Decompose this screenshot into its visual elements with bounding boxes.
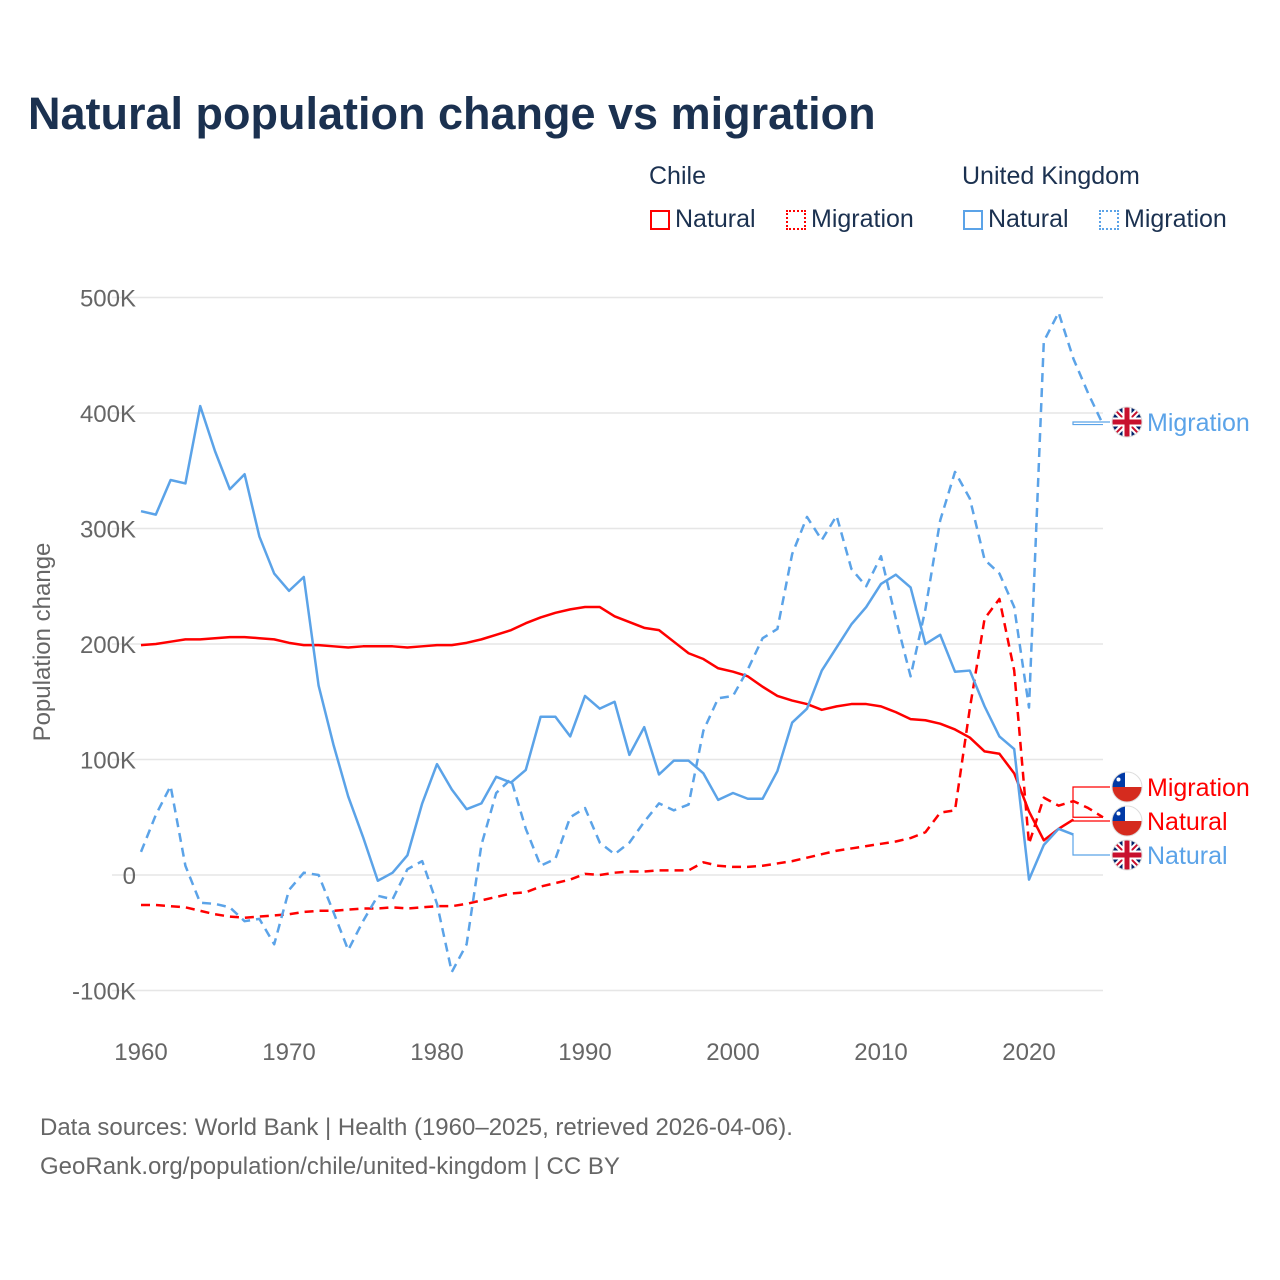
legend-group-chile: Chile	[649, 162, 706, 190]
series-end-label: Natural	[1147, 808, 1228, 836]
series-end-label: Migration	[1147, 774, 1250, 802]
legend-uk-migration[interactable]: Migration	[1099, 205, 1227, 234]
flag-cross-red	[1112, 407, 1142, 437]
source-line-2[interactable]: GeoRank.org/population/chile/united-king…	[40, 1153, 620, 1180]
source-note: Data sources: World Bank | Health (1960–…	[40, 1108, 793, 1186]
series-end-label: Migration	[1147, 409, 1250, 437]
flag-cross-red	[1112, 840, 1142, 870]
x-tick-label: 1990	[558, 1039, 611, 1066]
legend-label: Migration	[1124, 205, 1227, 233]
flag-red	[1112, 821, 1142, 836]
x-tick-label: 1960	[114, 1039, 167, 1066]
legend-swatch-solid-icon	[650, 209, 670, 230]
series-line-chile-natural	[140, 605, 1075, 842]
source-line-1: Data sources: World Bank | Health (1960–…	[40, 1114, 793, 1141]
y-tick-label: 0	[123, 863, 136, 890]
flag-border	[1111, 406, 1143, 438]
legend-label: Natural	[988, 205, 1069, 233]
y-tick-label: 200K	[80, 632, 136, 659]
flag-border	[1111, 805, 1143, 837]
uk-flag-icon	[1111, 406, 1143, 438]
chile-flag-icon	[1111, 771, 1143, 803]
y-tick-label: 300K	[80, 517, 136, 544]
legend-label: Migration	[811, 205, 914, 233]
label-leader-line	[1072, 833, 1110, 856]
legend-swatch-solid-icon	[963, 209, 983, 230]
chart-title: Natural population change vs migration	[28, 88, 876, 139]
legend-chile-natural[interactable]: Natural	[650, 205, 756, 234]
uk-flag-icon	[1111, 839, 1143, 871]
flag-body	[1112, 407, 1142, 437]
y-axis-label: Population change	[29, 543, 56, 742]
flag-body	[1112, 840, 1142, 870]
legend-label: Natural	[675, 205, 756, 233]
series-line-united-kingdom-migration	[139, 311, 1105, 974]
y-tick-label: 500K	[80, 286, 136, 313]
flag-star	[1116, 811, 1121, 816]
flag-red	[1112, 787, 1142, 802]
label-leader-line	[1072, 818, 1110, 822]
x-tick-label: 1980	[410, 1039, 463, 1066]
legend-swatch-dotted-icon	[1099, 209, 1119, 230]
y-tick-label: -100K	[72, 979, 136, 1006]
legend-group-uk: United Kingdom	[962, 162, 1140, 190]
x-tick-label: 2020	[1002, 1039, 1055, 1066]
x-tick-label: 1970	[262, 1039, 315, 1066]
x-tick-label: 2000	[706, 1039, 759, 1066]
flag-star	[1116, 777, 1121, 782]
legend-chile-migration[interactable]: Migration	[786, 205, 914, 234]
label-leader-line	[1072, 786, 1110, 818]
series-line-chile-migration	[141, 597, 1104, 919]
legend-swatch-dotted-icon	[786, 209, 806, 230]
legend-uk-natural[interactable]: Natural	[963, 205, 1069, 234]
series-line-united-kingdom-natural	[140, 404, 1074, 883]
series-end-label: Natural	[1147, 842, 1228, 870]
x-tick-label: 2010	[854, 1039, 907, 1066]
chile-flag-icon	[1111, 805, 1143, 837]
flag-border	[1111, 771, 1143, 803]
y-tick-label: 400K	[80, 401, 136, 428]
y-tick-label: 100K	[80, 748, 136, 775]
flag-border	[1111, 839, 1143, 871]
label-leader-line	[1072, 421, 1110, 426]
